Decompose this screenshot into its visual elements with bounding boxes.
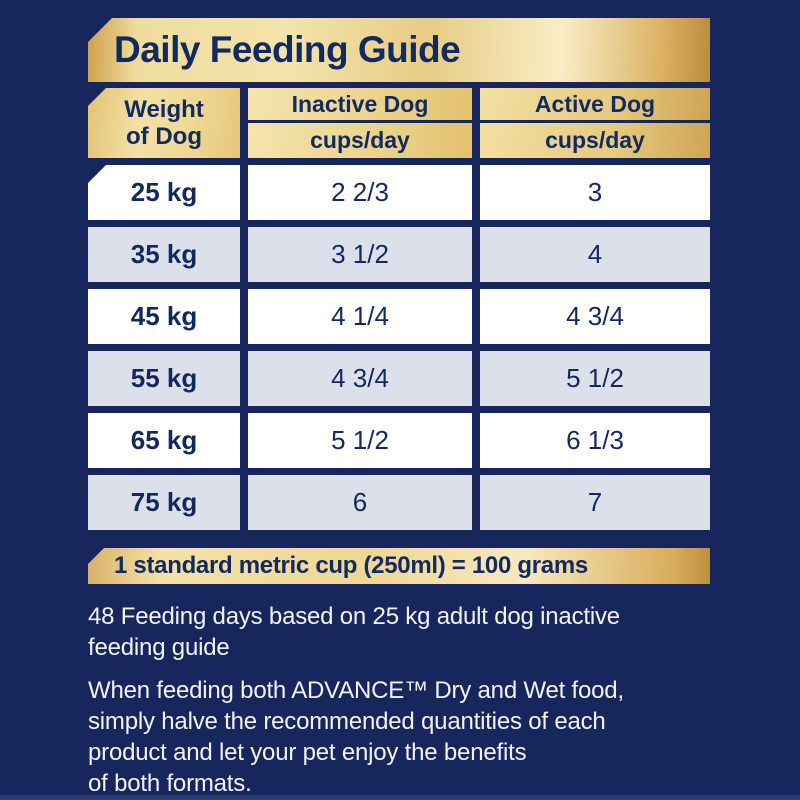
active-cups-cell: 4 <box>480 227 710 282</box>
header-weight-line1: Weight <box>124 96 204 123</box>
inactive-cups-cell: 5 1/2 <box>248 413 472 468</box>
weight-cell: 35 kg <box>88 227 240 282</box>
table-row: 45 kg 4 1/4 4 3/4 <box>88 289 710 344</box>
header-inactive-dog-label: Inactive Dog <box>248 88 472 120</box>
header-inactive-dog-unit: cups/day <box>248 123 472 158</box>
note-mixed-feeding-line1: When feeding both ADVANCE™ Dry and Wet f… <box>88 677 624 704</box>
table-header: Weight of Dog Inactive Dog cups/day Acti… <box>88 88 710 158</box>
active-cups-cell: 3 <box>480 165 710 220</box>
active-cups-cell: 7 <box>480 475 710 530</box>
inactive-cups-cell: 6 <box>248 475 472 530</box>
table-row: 35 kg 3 1/2 4 <box>88 227 710 282</box>
header-active-dog-label: Active Dog <box>480 88 710 120</box>
header-active-dog-column: Active Dog cups/day <box>480 88 710 158</box>
weight-cell: 65 kg <box>88 413 240 468</box>
table-row: 55 kg 4 3/4 5 1/2 <box>88 351 710 406</box>
cup-measure-banner: 1 standard metric cup (250ml) = 100 gram… <box>88 548 710 584</box>
header-active-dog-unit: cups/day <box>480 123 710 158</box>
note-feeding-days-line1: 48 Feeding days based on 25 kg adult dog… <box>88 603 620 630</box>
feeding-guide-panel: Daily Feeding Guide Weight of Dog Inacti… <box>88 18 710 799</box>
inactive-cups-cell: 3 1/2 <box>248 227 472 282</box>
inactive-cups-cell: 4 3/4 <box>248 351 472 406</box>
weight-cell: 45 kg <box>88 289 240 344</box>
panel-bottom-edge <box>0 795 800 800</box>
header-inactive-dog-column: Inactive Dog cups/day <box>248 88 472 158</box>
page-title: Daily Feeding Guide <box>114 29 461 70</box>
header-weight-line2: of Dog <box>126 123 202 150</box>
header-weight-of-dog: Weight of Dog <box>88 88 240 158</box>
weight-cell: 75 kg <box>88 475 240 530</box>
weight-cell: 25 kg <box>88 165 240 220</box>
note-mixed-feeding-line3: product and let your pet enjoy the benef… <box>88 739 527 766</box>
table-row: 25 kg 2 2/3 3 <box>88 165 710 220</box>
note-mixed-feeding-line4: of both formats. <box>88 770 252 797</box>
weight-cell: 55 kg <box>88 351 240 406</box>
cup-measure-text: 1 standard metric cup (250ml) = 100 gram… <box>114 552 588 579</box>
active-cups-cell: 6 1/3 <box>480 413 710 468</box>
note-feeding-days: 48 Feeding days based on 25 kg adult dog… <box>88 601 710 663</box>
inactive-cups-cell: 4 1/4 <box>248 289 472 344</box>
note-mixed-feeding: When feeding both ADVANCE™ Dry and Wet f… <box>88 675 710 799</box>
note-mixed-feeding-line2: simply halve the recommended quantities … <box>88 708 606 735</box>
note-feeding-days-line2: feeding guide <box>88 634 230 661</box>
active-cups-cell: 4 3/4 <box>480 289 710 344</box>
active-cups-cell: 5 1/2 <box>480 351 710 406</box>
inactive-cups-cell: 2 2/3 <box>248 165 472 220</box>
table-row: 65 kg 5 1/2 6 1/3 <box>88 413 710 468</box>
table-row: 75 kg 6 7 <box>88 475 710 530</box>
title-banner: Daily Feeding Guide <box>88 18 710 82</box>
